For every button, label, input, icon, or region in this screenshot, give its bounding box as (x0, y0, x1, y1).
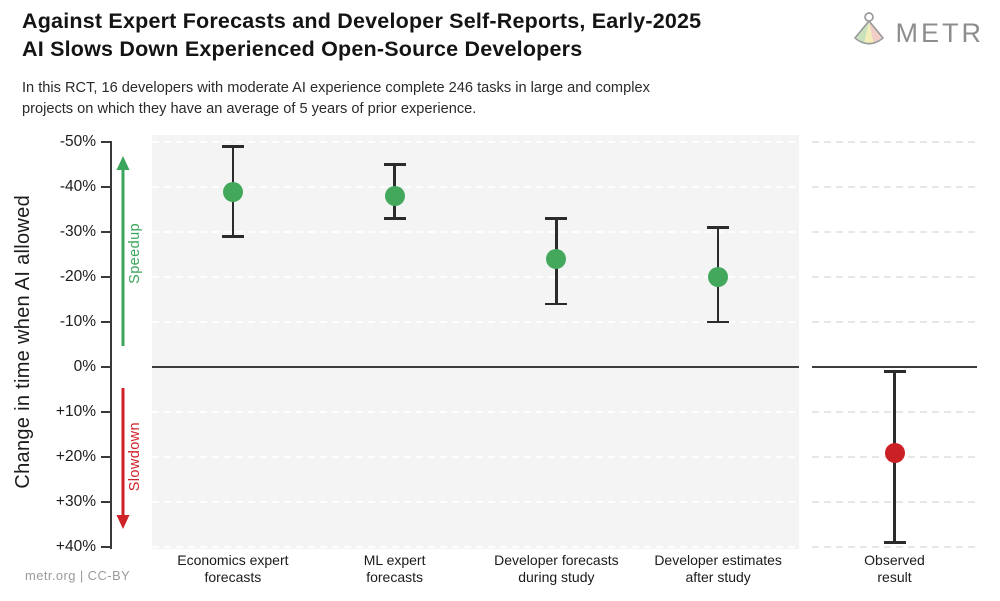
y-axis-spine (110, 141, 112, 549)
y-tick-mark (101, 501, 110, 503)
y-axis-title: Change in time when AI allowed (11, 195, 34, 489)
gridline (152, 411, 799, 413)
gridline (812, 546, 977, 548)
y-tick-mark (101, 231, 110, 233)
metr-logo-text: METR (895, 18, 984, 48)
gridline (152, 231, 799, 233)
gridline (152, 321, 799, 323)
y-tick-label: +20% (55, 448, 96, 465)
y-tick-label: -30% (59, 223, 96, 240)
y-tick-label: 0% (73, 358, 96, 375)
metr-logo-icon (849, 10, 889, 57)
y-tick-label: -40% (59, 178, 96, 195)
zero-baseline (152, 366, 799, 368)
y-tick-label: +40% (55, 538, 96, 555)
slowdown-label: Slowdown (127, 422, 143, 492)
gridline (152, 186, 799, 188)
category-label: Developer estimates after study (654, 552, 782, 585)
y-tick-mark (101, 456, 110, 458)
gridline (812, 231, 977, 233)
y-tick-mark (101, 276, 110, 278)
y-tick-mark (101, 546, 110, 548)
y-tick-label: +30% (55, 493, 96, 510)
gridline (812, 501, 977, 503)
gridline (152, 546, 799, 548)
attribution: metr.org | CC-BY (25, 568, 131, 583)
category-label: ML expert forecasts (363, 552, 426, 585)
category-label: Economics expert forecasts (177, 552, 289, 585)
zero-baseline (812, 366, 977, 368)
y-tick-label: -50% (59, 133, 96, 150)
speedup-arrow-icon (116, 156, 130, 346)
gridline (812, 321, 977, 323)
slowdown-arrow-icon (116, 388, 130, 529)
gridline (152, 141, 799, 143)
forecast-panel (152, 135, 799, 549)
speedup-label: Speedup (127, 222, 143, 284)
gridline (812, 276, 977, 278)
y-tick-label: +10% (55, 403, 96, 420)
y-tick-mark (101, 321, 110, 323)
chart-title: Against Expert Forecasts and Developer S… (22, 9, 702, 61)
y-tick-label: -20% (59, 268, 96, 285)
y-tick-mark (101, 366, 110, 368)
chart-subtitle: In this RCT, 16 developers with moderate… (22, 80, 650, 118)
y-tick-mark (101, 186, 110, 188)
metr-logo: METR (849, 10, 985, 57)
gridline (812, 186, 977, 188)
gridline (152, 276, 799, 278)
y-tick-label: -10% (59, 313, 96, 330)
category-label: Observed result (864, 552, 925, 585)
y-tick-mark (101, 141, 110, 143)
gridline (812, 141, 977, 143)
observed-panel (812, 135, 977, 549)
gridline (152, 456, 799, 458)
gridline (812, 411, 977, 413)
gridline (152, 501, 799, 503)
y-tick-mark (101, 411, 110, 413)
gridline (812, 456, 977, 458)
category-label: Developer forecasts during study (494, 552, 619, 585)
